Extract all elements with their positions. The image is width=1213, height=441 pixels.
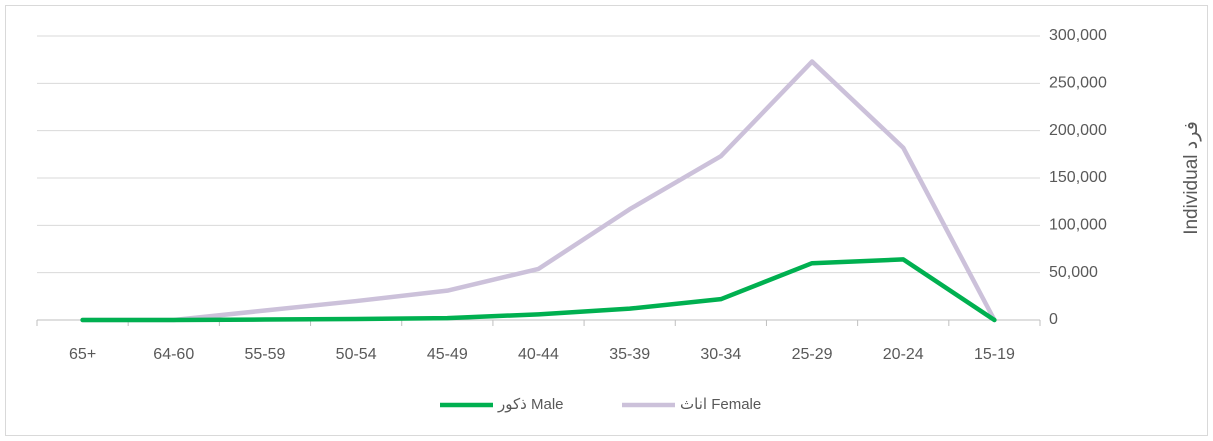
y-tick-label: 150,000 [1049, 169, 1107, 186]
x-tick-label: 45-49 [427, 346, 468, 363]
chart-border [5, 5, 1208, 436]
x-tick-label: 40-44 [518, 346, 559, 363]
series-line [80, 257, 997, 323]
x-tick-label: 64-60 [153, 346, 194, 363]
y-tick-label: 100,000 [1049, 217, 1107, 234]
x-tick-label: 55-59 [244, 346, 285, 363]
y-tick-label: 0 [1049, 311, 1058, 328]
series-line [80, 59, 997, 323]
x-tick-label: 35-39 [609, 346, 650, 363]
x-tick-label: 25-29 [792, 346, 833, 363]
y-axis-label: Individual فرد [1181, 121, 1202, 235]
x-tick-label: 20-24 [883, 346, 924, 363]
y-tick-label: 250,000 [1049, 75, 1107, 92]
x-tick-label: 30-34 [700, 346, 741, 363]
y-tick-label: 300,000 [1049, 27, 1107, 44]
legend-label: ذکور Male [497, 396, 564, 413]
x-tick-label: 15-19 [974, 346, 1015, 363]
y-tick-label: 200,000 [1049, 122, 1107, 139]
legend-label: اناث Female [680, 396, 761, 413]
x-tick-label: 50-54 [336, 346, 377, 363]
x-tick-label: 65+ [69, 346, 96, 363]
y-tick-label: 50,000 [1049, 264, 1098, 281]
